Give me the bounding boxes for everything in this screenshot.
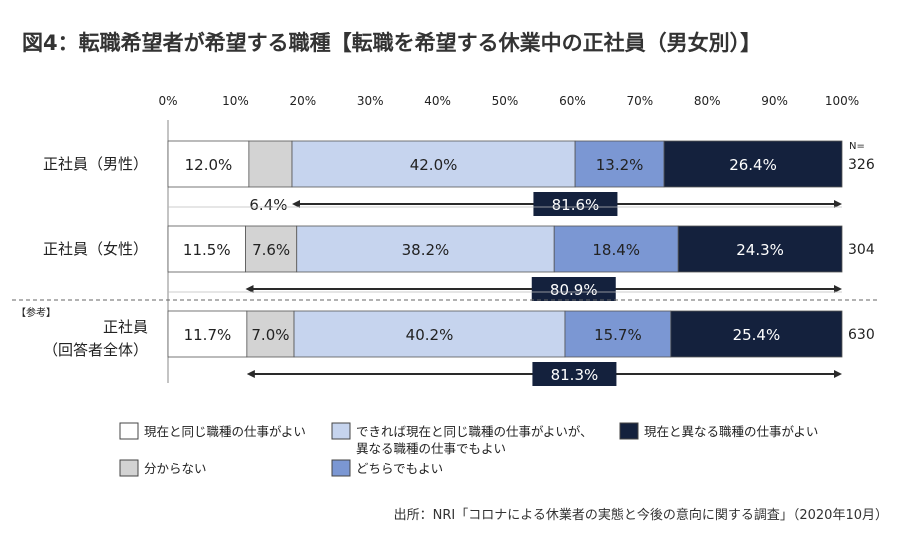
data-label: 7.6% [252,241,290,259]
n-value: 304 [848,242,875,258]
data-label: 12.0% [185,156,233,174]
sum-label: 81.3% [551,366,599,384]
data-label: 40.2% [406,326,454,344]
bar-segment [663,140,843,188]
legend-swatch [619,422,639,440]
legend-swatch [119,459,139,477]
data-label: 25.4% [733,326,781,344]
x-tick-label: 50% [492,94,519,108]
bar-segment [167,225,246,273]
legend-swatch [331,459,351,477]
data-label: 38.2% [402,241,450,259]
n-header: N= [849,141,865,152]
x-tick-label: 90% [761,94,788,108]
data-label: 26.4% [729,156,777,174]
bar-segment [246,310,295,358]
x-tick-label: 70% [626,94,653,108]
data-label: 24.3% [736,241,784,259]
data-label: 11.7% [184,326,232,344]
sum-label-box [531,277,616,301]
legend-label: 現在と同じ職種の仕事がよい [144,424,306,439]
data-label: 18.4% [592,241,640,259]
bar-segment [248,140,293,188]
data-label: 6.4% [249,196,287,214]
legend-label: できれば現在と同じ職種の仕事がよいが、 [356,424,593,439]
bar-segment [167,310,248,358]
category-label: 正社員（男性） [43,155,148,173]
x-tick-label: 20% [289,94,316,108]
x-tick-label: 80% [694,94,721,108]
x-tick-label: 0% [158,94,177,108]
bar-segment [670,310,843,358]
bar-segment [245,225,298,273]
bar-segment [291,140,576,188]
x-tick-label: 10% [222,94,249,108]
sum-label: 80.9% [550,281,598,299]
reference-tag: 【参考】 [16,306,56,319]
x-axis-ticks: 0% 10% 20% 30% 40% 50% 60% 70% 80% 90% 100% [158,94,859,108]
sum-label-box [532,362,617,386]
sum-label: 81.6% [552,196,600,214]
data-label: 42.0% [410,156,458,174]
legend-swatch [119,422,139,440]
x-tick-label: 40% [424,94,451,108]
legend-swatch [331,422,351,440]
x-tick-label: 60% [559,94,586,108]
bar-segment [574,140,665,188]
category-label: 正社員（女性） [43,240,148,258]
x-tick-label: 30% [357,94,384,108]
legend-label: どちらでもよい [356,461,443,476]
plot-area: N= 正社員（男性） 12.0% 6.4% 42.0% 13.2% 26.4% 326 81.6… [12,120,880,386]
data-label: 13.2% [596,156,644,174]
source-note: 出所：NRI「コロナによる休業者の実態と今後の意向に関する調査」（2020年10… [394,507,888,523]
n-value: 326 [848,157,875,173]
n-value: 630 [848,327,875,343]
data-label: 11.5% [183,241,231,259]
bar-segment [553,225,679,273]
bar-segment [296,225,555,273]
data-label: 15.7% [594,326,642,344]
chart-title: 図4：転職希望者が希望する職種【転職を希望する休業中の正社員（男女別）】 [22,31,761,55]
sum-label-box [533,192,618,216]
x-tick-label: 100% [825,94,859,108]
category-label: 正社員 [103,318,148,336]
bar-segment [293,310,566,358]
legend-label: 分からない [144,461,207,476]
bar-segment [564,310,672,358]
bar-segment [677,225,843,273]
category-label: （回答者全体） [43,341,148,359]
data-label: 7.0% [251,326,289,344]
legend-label: 現在と異なる職種の仕事がよい [644,424,818,439]
legend-label: 異なる職種の仕事でもよい [356,441,506,456]
